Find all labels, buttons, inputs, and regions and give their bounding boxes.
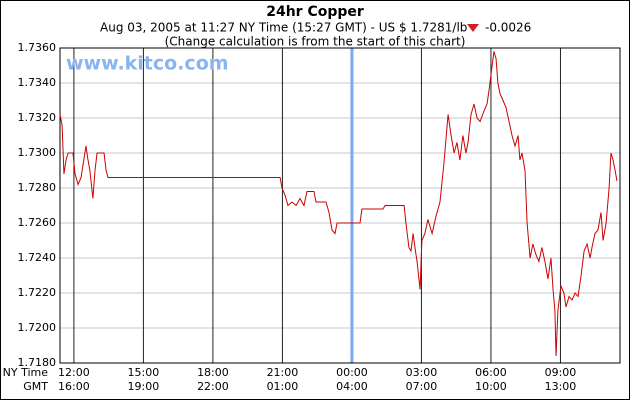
chart-title: 24hr Copper xyxy=(266,4,364,20)
y-tick-label: 1.7360 xyxy=(18,41,57,54)
x-tick-label-gmt: 16:00 xyxy=(58,380,90,393)
y-tick-label: 1.7280 xyxy=(18,181,57,194)
change: -0.0026 xyxy=(485,21,531,35)
y-tick-label: 1.7300 xyxy=(18,146,57,159)
y-tick-label: 1.7240 xyxy=(18,251,57,264)
x-tick-label-gmt: 10:00 xyxy=(475,380,507,393)
x-tick-label: 12:00 xyxy=(58,366,90,379)
x-row-label: NY Time xyxy=(3,366,49,379)
y-tick-label: 1.7320 xyxy=(18,111,57,124)
x-tick-label-gmt: 13:00 xyxy=(545,380,577,393)
y-tick-label: 1.7220 xyxy=(18,286,57,299)
y-tick-label: 1.7340 xyxy=(18,76,57,89)
x-tick-label: 03:00 xyxy=(406,366,438,379)
note: (Change calculation is from the start of… xyxy=(165,35,466,49)
plot-border xyxy=(59,47,621,364)
x-row-label: GMT xyxy=(23,380,48,393)
x-tick-label-gmt: 01:00 xyxy=(267,380,299,393)
price-line xyxy=(59,51,618,357)
y-tick-label: 1.7260 xyxy=(18,216,57,229)
x-tick-label-gmt: 22:00 xyxy=(197,380,229,393)
plot-area: 1.7180 1.7200 1.7220 1.7240 1.7260 1.7280 1.73… xyxy=(18,41,621,393)
x-tick-label: 06:00 xyxy=(475,366,507,379)
x-tick-label: 09:00 xyxy=(545,366,577,379)
chart-subtitle: Aug 03, 2005 at 11:27 NY Time (15:27 GMT… xyxy=(100,21,467,35)
y-tick-label: 1.7180 xyxy=(18,356,57,369)
x-tick-label: 15:00 xyxy=(128,366,160,379)
down-arrow xyxy=(467,24,479,32)
x-tick-label-gmt: 19:00 xyxy=(128,380,160,393)
x-tick-label: 18:00 xyxy=(197,366,229,379)
x-tick-label: 21:00 xyxy=(267,366,299,379)
x-tick-label-gmt: 04:00 xyxy=(336,380,368,393)
x-tick-label: 00:00 xyxy=(336,366,368,379)
y-tick-label: 1.7200 xyxy=(18,321,57,334)
x-tick-label-gmt: 07:00 xyxy=(406,380,438,393)
watermark: www.kitco.com xyxy=(66,53,229,75)
